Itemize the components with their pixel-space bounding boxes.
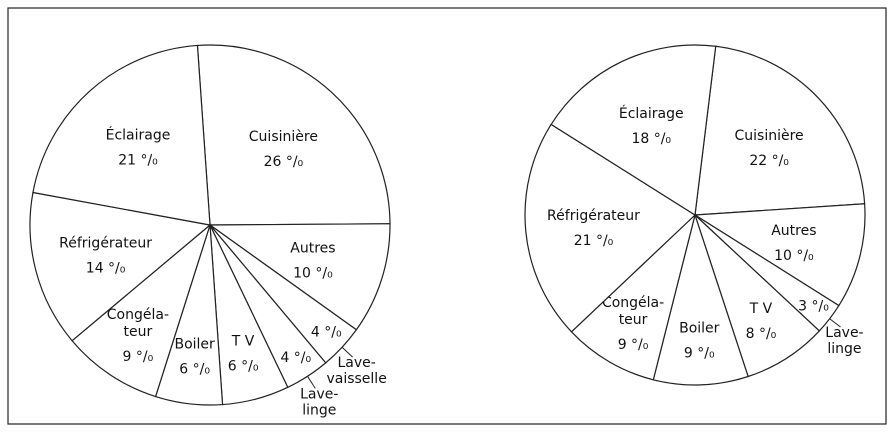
value-label: 9 °/₀	[618, 337, 649, 353]
slice-label: Éclairage	[619, 105, 684, 122]
value-label: 8 °/₀	[746, 326, 777, 342]
slice-label: linge	[302, 402, 336, 418]
slice-label: Congéla-	[107, 307, 169, 323]
value-label: 18 °/₀	[631, 131, 671, 147]
pie-slice	[570, 213, 697, 381]
slice-label: Lave-	[825, 325, 863, 341]
pie-slice	[524, 123, 696, 333]
pie-slice	[550, 44, 717, 217]
leader-line	[829, 318, 841, 328]
slice-label: Boiler	[679, 320, 720, 336]
slice-label: Lave-	[337, 355, 375, 371]
slice-label: teur	[124, 324, 153, 340]
slice-label: Réfrigérateur	[59, 236, 152, 252]
value-label: 14 °/₀	[86, 261, 126, 277]
slice-label: Éclairage	[106, 126, 171, 143]
slice-label: Congéla-	[602, 295, 664, 311]
slice-label: T V	[749, 301, 773, 317]
value-label: 21 °/₀	[118, 152, 158, 168]
pie-slice	[71, 223, 212, 398]
value-label: 9 °/₀	[684, 345, 715, 361]
slice-label: Lave-	[300, 386, 338, 402]
slice-label: T V	[231, 333, 255, 349]
pie-slice	[652, 212, 749, 386]
value-label: 6 °/₀	[228, 358, 259, 374]
value-label: 21 °/₀	[574, 233, 614, 249]
pie-slice	[29, 191, 212, 342]
value-label: 9 °/₀	[123, 349, 154, 365]
slice-label: Autres	[290, 241, 335, 257]
slice-label: teur	[619, 312, 648, 328]
slice-label: linge	[827, 341, 861, 357]
value-label: 4 °/₀	[311, 325, 342, 341]
slice-label: Cuisinière	[735, 128, 804, 144]
slice-label: Cuisinière	[249, 129, 318, 145]
pie-slice	[208, 223, 391, 331]
value-label: 10 °/₀	[293, 266, 333, 282]
leader-line	[341, 346, 353, 358]
slice-label: Boiler	[174, 337, 215, 353]
pie-slice	[32, 44, 211, 226]
slice-label: Réfrigérateur	[547, 208, 640, 224]
pie-slice	[693, 203, 866, 307]
slice-label: vaisselle	[326, 371, 386, 387]
value-label: 4 °/₀	[280, 350, 311, 366]
pie-slice	[196, 44, 391, 226]
value-label: 22 °/₀	[749, 153, 789, 169]
value-label: 26 °/₀	[264, 154, 304, 170]
value-label: 10 °/₀	[774, 248, 814, 264]
frame	[7, 7, 887, 425]
value-label: 3 °/₀	[798, 298, 829, 314]
leader-line	[307, 376, 316, 389]
slice-label: Autres	[771, 223, 816, 239]
value-label: 6 °/₀	[179, 362, 210, 378]
pie-slice	[694, 45, 866, 216]
